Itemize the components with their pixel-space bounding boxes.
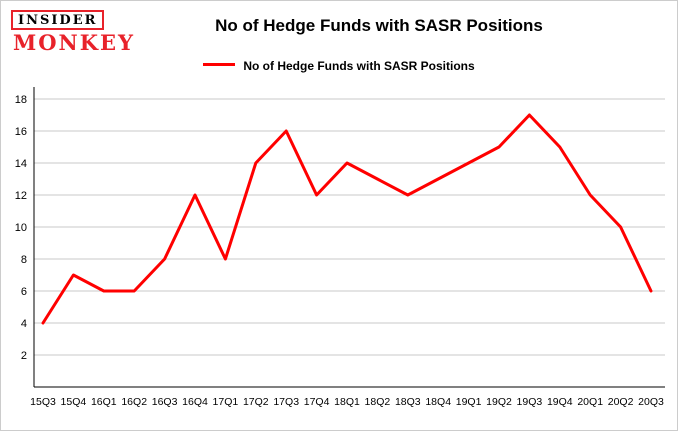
line-chart: 2 4 6 8 10 12 14 16 18 15Q3 15Q4 16Q1 16Q2 16Q3 16Q4 17… [15,87,665,408]
x-tick-label: 20Q1 [577,396,603,408]
logo-insider: INSIDER [11,10,105,30]
y-tick-label: 12 [15,190,27,202]
x-tick-label: 18Q4 [425,396,451,408]
data-line [41,113,653,325]
x-tick-label: 17Q3 [273,396,299,408]
y-tick-label: 14 [15,158,27,170]
chart-legend: No of Hedge Funds with SASR Positions [1,58,677,73]
x-tick-label: 19Q2 [486,396,512,408]
insider-monkey-logo: INSIDER MONKEY [11,10,135,53]
page-title: No of Hedge Funds with SASR Positions [215,16,543,35]
x-tick-label: 16Q1 [91,396,117,408]
y-tick-label: 2 [21,350,27,362]
x-tick-label: 15Q4 [61,396,87,408]
logo-monkey: MONKEY [13,30,135,55]
x-tick-label: 19Q1 [456,396,482,408]
x-tick-label: 17Q2 [243,396,269,408]
x-tick-label: 19Q4 [547,396,573,408]
x-tick-label: 16Q3 [152,396,178,408]
x-tick-label: 20Q3 [638,396,664,408]
x-tick-label: 15Q3 [30,396,56,408]
y-tick-label: 6 [21,286,27,298]
x-tick-label: 18Q2 [365,396,391,408]
x-tick-label: 17Q1 [213,396,239,408]
y-tick-label: 10 [15,222,27,234]
x-tick-label: 20Q2 [608,396,634,408]
legend-line-swatch [203,63,236,67]
chart-header: INSIDER MONKEY No of Hedge Funds with SA… [1,1,677,81]
y-tick-label: 8 [21,254,27,266]
x-tick-label: 16Q4 [182,396,208,408]
y-tick-label: 4 [21,318,27,330]
legend-label: No of Hedge Funds with SASR Positions [243,58,475,73]
x-tick-label: 18Q1 [334,396,360,408]
x-tick-label: 17Q4 [304,396,330,408]
x-tick-label: 16Q2 [121,396,147,408]
y-tick-label: 18 [15,94,27,106]
x-tick-label: 18Q3 [395,396,421,408]
x-tick-label: 19Q3 [517,396,543,408]
y-tick-label: 16 [15,126,27,138]
